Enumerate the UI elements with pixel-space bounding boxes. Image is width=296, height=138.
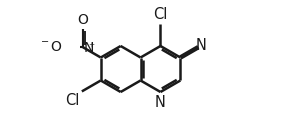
Text: N: N <box>155 95 166 110</box>
Text: $^-$O: $^-$O <box>38 39 63 54</box>
Text: $^+$: $^+$ <box>86 42 95 52</box>
Text: Cl: Cl <box>65 93 80 108</box>
Text: N: N <box>84 41 94 55</box>
Text: O: O <box>77 13 88 27</box>
Text: Cl: Cl <box>153 7 168 22</box>
Text: N: N <box>196 38 207 53</box>
